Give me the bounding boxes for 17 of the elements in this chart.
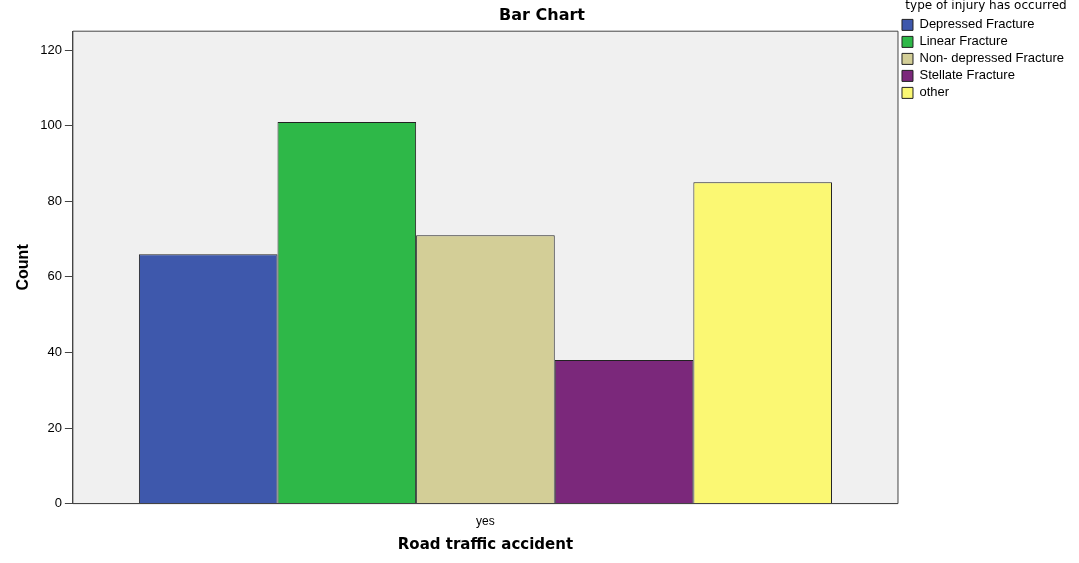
y-tick-label: 40 [47,344,62,360]
y-axis-title: Count [14,243,32,291]
legend-label: other [919,84,950,100]
y-tick-label: 20 [47,419,62,435]
x-tick-label: yes [476,514,495,529]
x-axis-title: Road traffic accident [397,534,574,553]
y-tick-label: 0 [54,495,62,511]
y-tick-label: 100 [40,117,62,133]
y-tick-label: 120 [40,41,62,57]
legend-label: Non- depressed Fracture [919,50,1064,66]
legend-label: Depressed Fracture [919,16,1035,32]
y-tick-label: 60 [47,268,62,284]
legend-label: Stellate Fracture [919,67,1015,83]
chart-title: Bar Chart [499,4,586,24]
legend-title: type of injury has occurred [905,0,1067,13]
legend-label: Linear Fracture [919,33,1008,49]
y-tick-label: 80 [47,192,62,208]
